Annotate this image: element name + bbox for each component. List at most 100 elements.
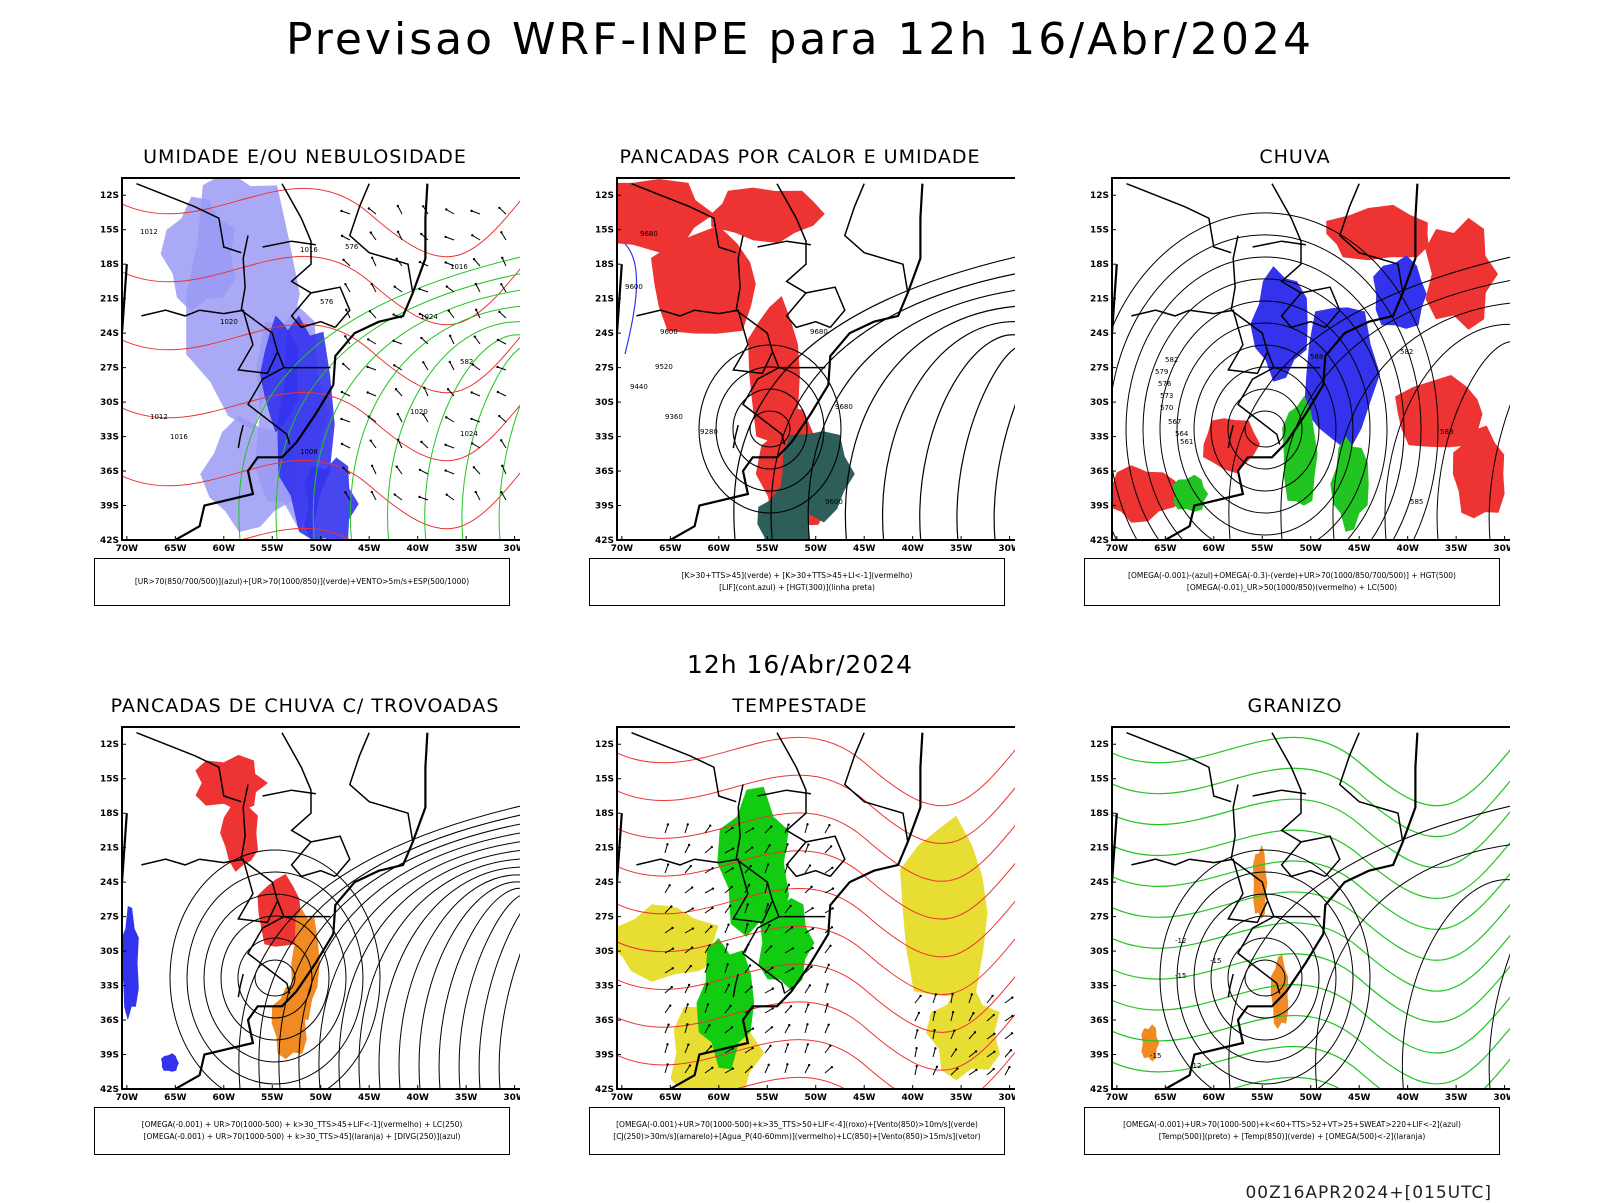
political-border (1252, 240, 1307, 248)
contour-line (203, 893, 347, 1063)
wind-vector-head (769, 945, 773, 948)
legend-line: [UR>70(850/700/500)](azul)+[UR>70(1000/8… (134, 577, 470, 586)
wind-vector (804, 966, 812, 974)
wind-vector (344, 283, 351, 293)
contour-label: 9600 (660, 328, 678, 336)
lon-tick-label: 65W (164, 1093, 187, 1103)
lif-contour (624, 243, 638, 355)
wind-vector-head (423, 386, 426, 390)
lat-tick-label: 39S (595, 1051, 614, 1061)
lat-tick-label: 42S (100, 1085, 119, 1095)
wind-vector (784, 884, 790, 894)
wind-vector (968, 1069, 977, 1076)
wind-vector-head (498, 206, 501, 210)
contour-label: 1008 (300, 448, 318, 456)
contour-label: 9520 (655, 363, 673, 371)
wind-vector (804, 928, 814, 934)
wind-vector-head (915, 1046, 918, 1050)
contour-line (882, 321, 1015, 540)
legend-line: [OMEGA(-0.001)+UR>70(1000-500)+k>35_TTS>… (616, 1120, 978, 1129)
map-layers: -12 -15 -15 -15 -12 (1112, 732, 1510, 1089)
wind-vector (824, 984, 829, 994)
contour-label: 9360 (665, 413, 683, 421)
wind-vector-head (767, 1063, 770, 1067)
wind-vector-head (370, 490, 374, 494)
lon-tick-label: 60W (213, 544, 236, 554)
wind-vector (448, 310, 455, 319)
wind-vector (445, 262, 455, 267)
wind-vector (968, 1012, 974, 1022)
wind-vector-head (474, 308, 478, 312)
wind-vector (684, 984, 690, 994)
wind-vector-head (768, 923, 771, 927)
wind-vector (950, 1012, 954, 1022)
lon-tick-label: 60W (1203, 1093, 1226, 1103)
lon-tick-label: 35W (455, 544, 478, 554)
political-border (136, 732, 242, 803)
lon-tick-label: 70W (1106, 1093, 1129, 1103)
political-border (1230, 235, 1281, 445)
wind-vector (968, 1050, 977, 1058)
panel-chuva: CHUVA 582 579 576 573 570 567 564 561 588 582 588 5… (1080, 146, 1510, 606)
wind-vector (664, 927, 673, 934)
political-border (199, 309, 278, 375)
wind-vector (724, 924, 729, 934)
wind-vector-head (1011, 1014, 1014, 1018)
coastline-atlantic (669, 732, 924, 1089)
lon-tick-label: 65W (1154, 1093, 1177, 1103)
shaded-area (195, 754, 268, 811)
wind-vector-head (807, 843, 810, 846)
political-border (237, 424, 244, 449)
wind-vector-head (711, 887, 715, 890)
wind-vector-head (501, 464, 504, 468)
wind-vector (395, 388, 403, 397)
political-border (785, 292, 831, 329)
contour-label: 576 (320, 298, 334, 306)
political-border (240, 235, 291, 445)
lat-tick-label: 30S (100, 947, 119, 957)
wind-vector (422, 362, 429, 371)
wind-vector (784, 824, 789, 834)
wind-vector (371, 257, 377, 267)
political-border (141, 309, 200, 317)
wind-vector (932, 1048, 936, 1058)
wind-vector-head (420, 336, 423, 340)
coastline-pacific (122, 264, 128, 343)
lat-tick-label: 24S (1090, 878, 1109, 888)
lat-tick-label: 21S (1090, 844, 1109, 854)
wind-vector-head (496, 338, 500, 342)
wind-vector-head (686, 823, 689, 826)
wind-vector (804, 865, 811, 874)
wind-vector-head (827, 1023, 830, 1026)
wind-vector (475, 283, 481, 293)
wind-vector (368, 208, 377, 215)
wind-vector (1004, 1049, 1012, 1058)
political-border (1338, 732, 1404, 843)
wind-vector (914, 1048, 918, 1058)
wind-vector (664, 844, 668, 854)
lat-tick-label: 15S (1090, 226, 1109, 236)
political-border (735, 235, 786, 445)
contour-line (1112, 767, 1510, 838)
wind-vector-head (786, 1063, 789, 1066)
political-border (1227, 973, 1234, 998)
contour-label: 1020 (220, 318, 238, 326)
contour-label: 9600 (825, 498, 843, 506)
contour-line (749, 410, 791, 448)
wind-vector-head (751, 827, 755, 830)
shaded-area (711, 187, 825, 244)
wind-vector (471, 443, 481, 449)
wind-vector (914, 1030, 918, 1040)
lat-tick-label: 36S (595, 1016, 614, 1026)
panel-pancadas-calor: PANCADAS POR CALOR E UMIDADE 9680 9600 960… (585, 146, 1015, 606)
contour-line (1210, 915, 1320, 1041)
lon-tick-label: 55W (756, 544, 779, 554)
wind-vector-head (731, 1047, 734, 1050)
lat-tick-label: 24S (595, 878, 614, 888)
wind-vector (950, 994, 954, 1004)
contour-label: 570 (1160, 404, 1173, 412)
wind-vector-head (791, 967, 795, 970)
lon-tick-label: 70W (1106, 544, 1129, 554)
wind-vector (344, 492, 351, 501)
